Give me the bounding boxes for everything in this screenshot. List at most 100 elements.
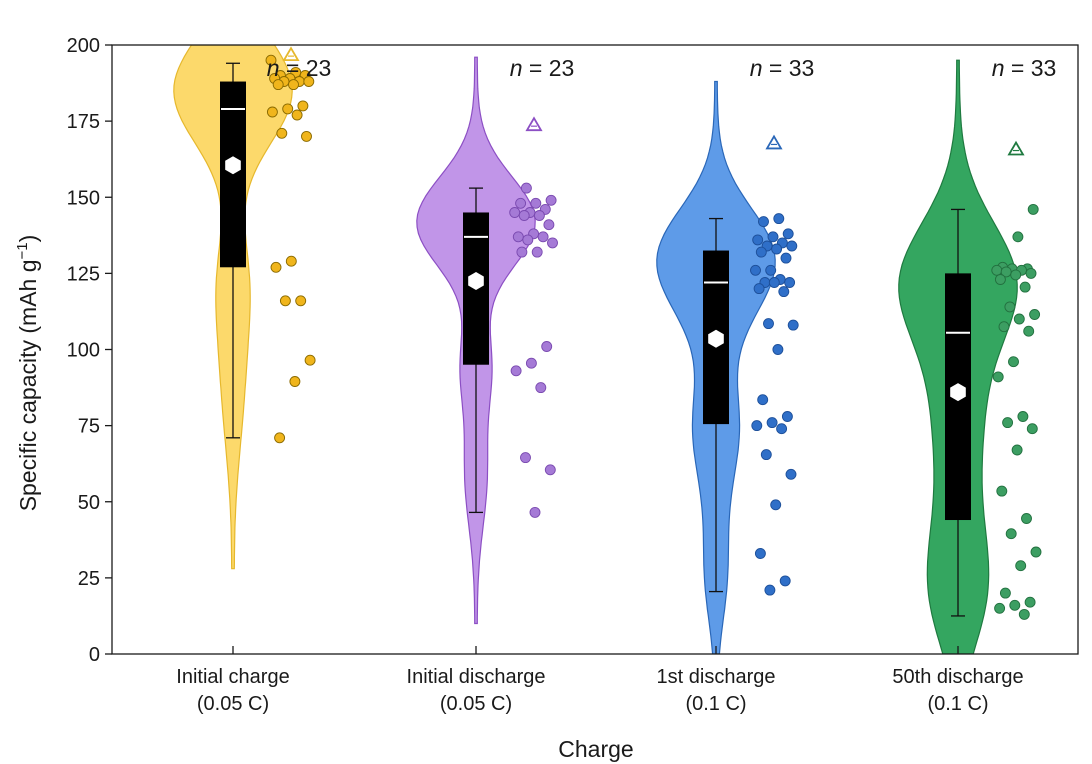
mean-marker (708, 329, 724, 348)
data-point (291, 109, 303, 121)
data-point (776, 423, 788, 435)
data-point (520, 452, 531, 464)
n-value: = 23 (280, 55, 332, 81)
data-point (547, 237, 558, 249)
data-point (276, 127, 288, 139)
data-point (279, 295, 291, 307)
data-point (752, 234, 764, 246)
data-point (1011, 444, 1023, 456)
data-point (533, 210, 545, 221)
data-point (779, 575, 791, 587)
data-point (288, 79, 299, 91)
data-point (758, 216, 769, 228)
data-point (304, 354, 316, 366)
y-tick-label: 25 (78, 568, 100, 590)
data-point (1002, 417, 1014, 429)
data-point (543, 219, 555, 231)
mean-marker (225, 156, 241, 175)
data-point (781, 411, 793, 422)
data-point (535, 382, 547, 394)
y-tick-label: 200 (67, 35, 100, 57)
data-point (751, 420, 763, 432)
data-point (1027, 203, 1039, 215)
data-point (767, 231, 779, 243)
points-layer (265, 46, 1042, 620)
data-point (520, 182, 532, 194)
data-point (1026, 423, 1038, 435)
data-point (780, 252, 792, 264)
data-point (991, 264, 1003, 276)
mean-marker (950, 383, 966, 402)
data-point (1030, 546, 1042, 558)
data-point (509, 207, 521, 218)
n-value: = 33 (763, 55, 815, 81)
data-point (784, 277, 796, 288)
y-axis-title: Specific capacity (mAh g−1) (14, 235, 41, 512)
data-point (529, 506, 541, 518)
data-point (525, 357, 537, 369)
data-point (265, 54, 277, 66)
mean-marker (468, 272, 484, 290)
y-axis-title-main: Specific capacity (mAh g (15, 259, 41, 511)
data-point (274, 432, 286, 444)
data-point (768, 277, 780, 288)
data-point (764, 584, 776, 596)
data-point (1024, 596, 1036, 608)
data-point (1019, 281, 1031, 293)
data-point (530, 197, 542, 209)
y-tick-label: 0 (89, 644, 100, 666)
data-point (1005, 528, 1017, 540)
data-point (994, 602, 1006, 614)
data-point (518, 210, 530, 221)
data-point (537, 231, 549, 243)
data-point (510, 365, 522, 377)
data-point (266, 106, 278, 118)
boxplots-layer (220, 62, 971, 617)
data-point (766, 417, 778, 429)
n-symbol: n (992, 55, 1005, 81)
outlier-triangle-marker (282, 46, 300, 62)
x-category-label: 50th discharge (892, 666, 1023, 688)
data-point (1018, 608, 1030, 620)
x-axis-title: Charge (558, 736, 633, 762)
data-point (282, 103, 294, 115)
data-point (522, 234, 534, 246)
n-symbol: n (510, 55, 523, 81)
data-point (998, 321, 1010, 333)
y-axis: 0 25 50 75 100 125 150 175 200 (67, 35, 112, 666)
data-point (753, 283, 765, 295)
data-point (1015, 560, 1027, 572)
data-point (992, 371, 1004, 383)
data-point (1008, 356, 1019, 368)
data-point (1009, 599, 1021, 611)
data-point (750, 264, 761, 276)
x-category-sublabel: (0.1 C) (685, 693, 746, 715)
x-axis: Initial charge (0.05 C) Initial discharge (… (176, 646, 1024, 715)
x-category-label: Initial discharge (407, 666, 546, 688)
data-point (544, 464, 556, 476)
x-category-sublabel: (0.05 C) (440, 693, 512, 715)
data-point (512, 231, 524, 243)
n-value: = 23 (523, 55, 575, 81)
violins-layer (173, 45, 1018, 654)
outlier-triangle-marker (1007, 140, 1025, 156)
data-point (1017, 411, 1029, 422)
data-point (765, 264, 777, 276)
data-point (755, 246, 767, 258)
data-point (1010, 269, 1022, 281)
outlier-triangle-marker (525, 116, 543, 132)
n-symbol: n (267, 55, 280, 81)
data-point (303, 76, 315, 87)
data-point (289, 376, 301, 387)
data-point (786, 240, 798, 252)
data-point (754, 548, 766, 559)
n-count-label: n = 23 (510, 55, 575, 81)
y-tick-label: 125 (67, 263, 100, 285)
data-point (771, 243, 783, 255)
data-point (782, 228, 794, 240)
data-point (1012, 231, 1024, 243)
n-count-label: n = 33 (992, 55, 1057, 81)
data-point (772, 344, 784, 355)
data-point (757, 394, 769, 406)
